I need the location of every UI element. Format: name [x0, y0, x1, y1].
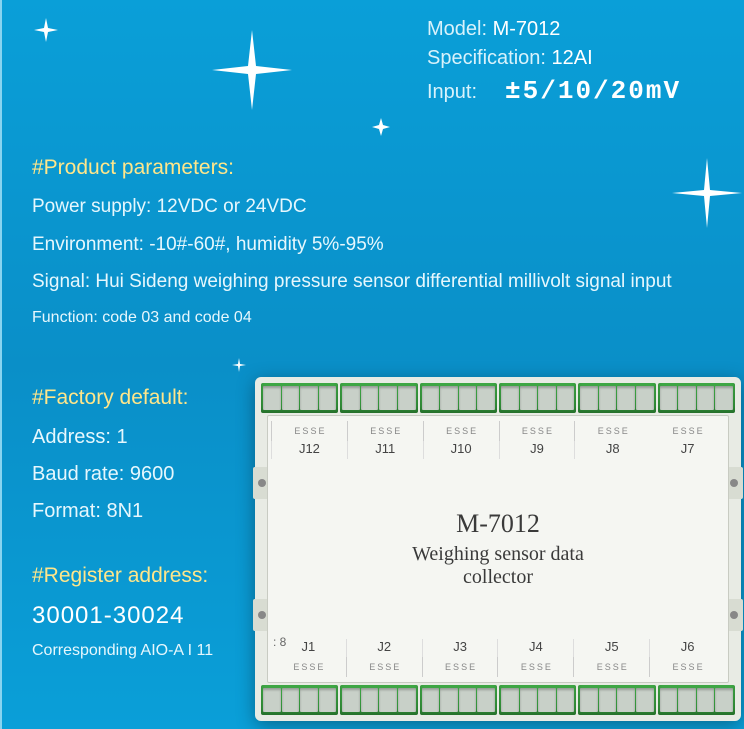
factory-baud: Baud rate: 9600 [32, 461, 232, 488]
section-title: #Factory default: [32, 386, 232, 410]
input-row: Input: ±5/10/20mV [427, 76, 681, 106]
sparkle-decoration [372, 118, 390, 136]
port-label: J5 [573, 639, 649, 657]
port-label: J10 [423, 441, 499, 459]
section-title: #Register address: [32, 564, 272, 588]
header-block: Model: M-7012 Specification: 12AI Input:… [427, 18, 681, 112]
terminal-block [261, 383, 338, 413]
port-label: J12 [271, 441, 347, 459]
terminal-block [658, 383, 735, 413]
port-label: J4 [497, 639, 573, 657]
terminal-block [261, 685, 338, 715]
model-row: Model: M-7012 [427, 18, 681, 41]
spec-label: Specification: [427, 47, 546, 69]
port-label: J9 [499, 441, 575, 459]
device-image: M-7012 Weighing sensor data collector ES… [255, 377, 741, 721]
pin-label-group: ESSE [574, 421, 650, 441]
terminal-block [499, 685, 576, 715]
param-power: Power supply: 12VDC or 24VDC [32, 194, 732, 220]
port-label: J8 [574, 441, 650, 459]
device-side-number: : 8 [273, 635, 286, 649]
terminal-block [340, 383, 417, 413]
input-value: ±5/10/20mV [505, 76, 681, 106]
factory-format: Format: 8N1 [32, 498, 232, 525]
j-labels-top: J7J8J9J10J11J12 [271, 441, 725, 459]
pin-label-group: ESSE [271, 421, 347, 441]
terminal-block [340, 685, 417, 715]
sparkle-decoration [34, 18, 58, 42]
register-range: 30001-30024 [32, 602, 272, 630]
terminal-strip-top [261, 383, 735, 413]
factory-default-section: #Factory default: Address: 1 Baud rate: … [32, 386, 232, 535]
pin-label-group: ESSE [650, 421, 725, 441]
pin-label-group: ESSE [423, 421, 499, 441]
pin-labels-top: ESSEESSEESSEESSEESSEESSE [271, 421, 725, 441]
spec-row: Specification: 12AI [427, 47, 681, 70]
port-label: J11 [347, 441, 423, 459]
section-title: #Product parameters: [32, 156, 732, 180]
terminal-block [499, 383, 576, 413]
sparkle-decoration [212, 30, 292, 110]
pin-label-group: ESSE [271, 657, 346, 677]
pin-labels-bottom: ESSEESSEESSEESSEESSEESSE [271, 657, 725, 677]
param-signal: Signal: Hui Sideng weighing pressure sen… [32, 269, 732, 295]
device-title-text: Weighing sensor data collector [383, 543, 613, 589]
terminal-block [420, 685, 497, 715]
pin-label-group: ESSE [499, 421, 575, 441]
pin-label-group: ESSE [649, 657, 725, 677]
input-label: Input: [427, 81, 477, 104]
product-parameters-section: #Product parameters: Power supply: 12VDC… [32, 156, 732, 337]
port-label: J3 [422, 639, 498, 657]
terminal-block [420, 383, 497, 413]
terminal-block [578, 685, 655, 715]
j-labels-bottom: J1J2J3J4J5J6 [271, 639, 725, 657]
register-note: Corresponding AIO-A I 11 [32, 640, 272, 662]
device-model-text: M-7012 [383, 509, 613, 539]
pin-label-group: ESSE [347, 421, 423, 441]
terminal-block [578, 383, 655, 413]
model-value: M-7012 [493, 18, 561, 40]
register-address-section: #Register address: 30001-30024 Correspon… [32, 564, 272, 670]
factory-address: Address: 1 [32, 424, 232, 451]
sparkle-decoration [232, 358, 246, 372]
pin-label-group: ESSE [346, 657, 422, 677]
param-environment: Environment: -10#-60#, humidity 5%-95% [32, 232, 732, 258]
terminal-block [658, 685, 735, 715]
terminal-strip-bottom [261, 685, 735, 715]
pin-label-group: ESSE [422, 657, 498, 677]
product-spec-page: Model: M-7012 Specification: 12AI Input:… [0, 0, 744, 729]
spec-value: 12AI [552, 47, 593, 69]
model-label: Model: [427, 18, 487, 40]
param-function: Function: code 03 and code 04 [32, 307, 732, 329]
port-label: J2 [346, 639, 422, 657]
pin-label-group: ESSE [497, 657, 573, 677]
port-label: J6 [649, 639, 725, 657]
port-label: J7 [650, 441, 725, 459]
pin-label-group: ESSE [573, 657, 649, 677]
